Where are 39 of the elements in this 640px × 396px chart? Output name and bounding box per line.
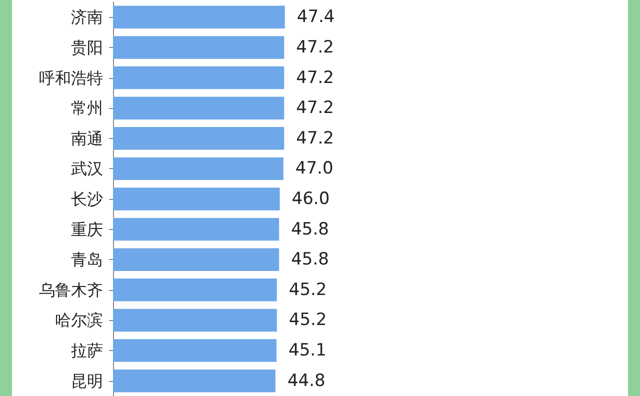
data-label: 44.8 (287, 370, 326, 391)
bar (113, 218, 280, 241)
y-tick-label: 长沙 (71, 190, 103, 208)
y-tick-label: 武汉 (71, 159, 103, 178)
bar (113, 6, 285, 29)
data-label: 45.1 (288, 340, 326, 361)
y-tick-label: 重庆 (71, 220, 103, 239)
bar (113, 188, 280, 210)
y-tick-label: 哈尔滨 (55, 310, 103, 330)
data-label: 45.8 (291, 250, 329, 270)
y-tick-label: 拉萨 (71, 341, 103, 360)
data-label: 47.2 (296, 128, 334, 148)
bar (113, 248, 280, 271)
data-label: 45.8 (291, 219, 329, 240)
bar (113, 157, 284, 180)
bar (113, 339, 277, 362)
y-tick-label: 济南 (71, 8, 103, 27)
data-label: 45.2 (288, 280, 327, 300)
data-label: 46.0 (292, 189, 330, 209)
bar (113, 96, 284, 120)
y-tick-label: 南通 (71, 128, 103, 148)
data-label: 47.2 (296, 37, 334, 58)
data-label: 47.0 (295, 158, 334, 179)
bar (113, 127, 284, 150)
data-label: 47.2 (296, 68, 334, 88)
bar (113, 36, 284, 59)
y-tick-label: 常州 (71, 98, 103, 118)
bar (113, 278, 277, 302)
y-tick-label: 呼和浩特 (39, 68, 103, 88)
bar (113, 308, 277, 332)
y-tick-label: 乌鲁木齐 (39, 280, 103, 300)
y-tick-label: 昆明 (71, 371, 103, 390)
bar (113, 66, 284, 90)
y-tick-label: 贵阳 (71, 38, 103, 57)
y-tick-label: 青岛 (71, 250, 103, 270)
data-label: 47.4 (296, 7, 335, 28)
data-label: 45.2 (288, 310, 327, 330)
bar (113, 369, 276, 392)
data-label: 47.2 (296, 98, 334, 118)
